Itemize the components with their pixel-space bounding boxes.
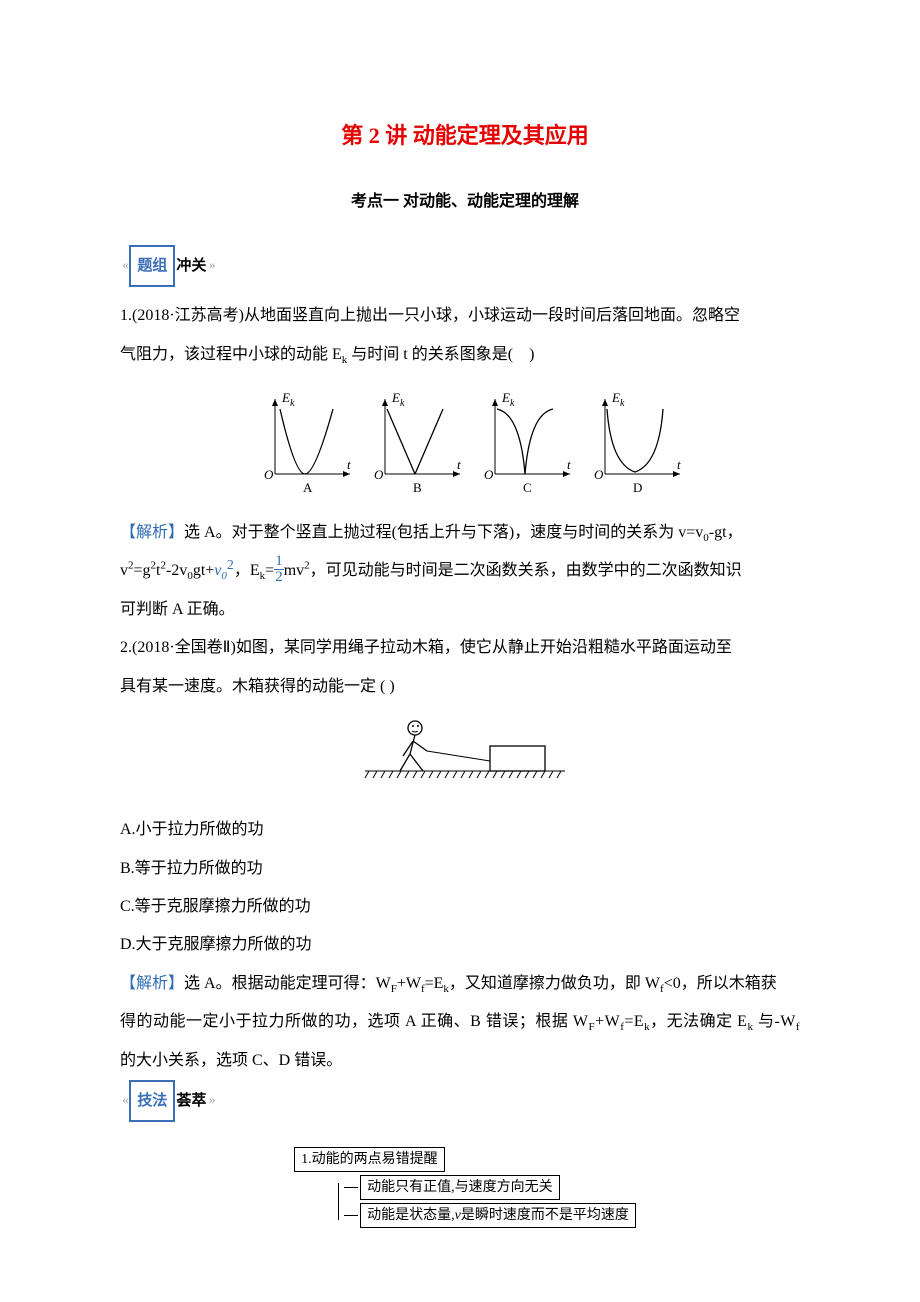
stick-figure-pulling-box	[355, 716, 575, 786]
svg-text:t: t	[457, 457, 461, 472]
q2-solution-line3: 的大小关系，选项 C、D 错误。	[120, 1042, 810, 1080]
q1-solution-line1: 【解析】选 A。对于整个竖直上抛过程(包括上升与下落)，速度与时间的关系为 v=…	[120, 514, 810, 552]
svg-text:t: t	[567, 457, 571, 472]
svg-text:k: k	[290, 398, 295, 409]
svg-text:O: O	[374, 467, 384, 482]
tag-suffix-huicui: 荟萃	[176, 1083, 206, 1119]
svg-text:t: t	[347, 457, 351, 472]
section-tag-jifa: ‹‹ 技法 荟萃 ››	[120, 1080, 216, 1122]
q2-figure	[120, 716, 810, 801]
q2-stem-line1: 2.(2018·全国卷Ⅱ)如图，某同学用绳子拉动木箱，使它从静止开始沿粗糙水平路…	[120, 629, 810, 667]
brace-child-2: 动能是状态量,v是瞬时速度而不是平均速度	[360, 1203, 636, 1228]
angles-left-icon: ‹‹	[122, 1084, 127, 1118]
q2-option-a: A.小于拉力所做的功	[120, 811, 810, 849]
svg-text:E: E	[281, 390, 290, 405]
svg-text:O: O	[484, 467, 494, 482]
q2-stem-line2: 具有某一速度。木箱获得的动能一定 ( )	[120, 668, 810, 706]
tag-box-tizu: 题组	[129, 245, 175, 287]
svg-text:B: B	[413, 480, 422, 495]
angles-left-icon: ‹‹	[122, 249, 127, 283]
topic-subtitle: 考点一 对动能、动能定理的理解	[120, 183, 810, 221]
brace-diagram: 1.动能的两点易错提醒 动能只有正值,与速度方向无关 动能是状态量,v是瞬时速度…	[120, 1140, 810, 1228]
tag-box-jifa: 技法	[129, 1080, 175, 1122]
q1-graphs-row: O Ek t A O Ek t B	[120, 384, 810, 504]
angles-right-icon: ››	[208, 1084, 213, 1118]
q1-stem-line2: 气阻力，该过程中小球的动能 Ek 与时间 t 的关系图象是( )	[120, 336, 810, 374]
angles-right-icon: ››	[208, 249, 213, 283]
brace-title: 1.动能的两点易错提醒	[294, 1147, 445, 1172]
q2-solution-line1: 【解析】选 A。根据动能定理可得：WF+Wf=Ek，又知道摩擦力做负功，即 Wf…	[120, 965, 810, 1003]
q1-stem-line1: 1.(2018·江苏高考)从地面竖直向上抛出一只小球，小球运动一段时间后落回地面…	[120, 297, 810, 335]
q2-option-d: D.大于克服摩擦力所做的功	[120, 926, 810, 964]
tag-suffix-chongguan: 冲关	[176, 248, 206, 284]
svg-text:E: E	[501, 390, 510, 405]
solution-label: 【解析】	[120, 524, 184, 541]
svg-text:O: O	[264, 467, 274, 482]
q2-solution-line2: 得的动能一定小于拉力所做的功，选项 A 正确、B 错误；根据 WF+Wf=Ek，…	[120, 1003, 810, 1041]
svg-text:O: O	[594, 467, 604, 482]
svg-text:k: k	[400, 398, 405, 409]
svg-text:D: D	[633, 480, 642, 495]
svg-text:E: E	[391, 390, 400, 405]
svg-text:k: k	[620, 398, 625, 409]
fraction-half: 12	[274, 554, 284, 585]
ek-t-graphs: O Ek t A O Ek t B	[245, 384, 685, 504]
q1-solution-line3: 可判断 A 正确。	[120, 591, 810, 629]
q2-option-c: C.等于克服摩擦力所做的功	[120, 888, 810, 926]
q2-option-b: B.等于拉力所做的功	[120, 850, 810, 888]
solution-label: 【解析】	[120, 975, 184, 992]
svg-text:C: C	[523, 480, 532, 495]
svg-text:E: E	[611, 390, 620, 405]
brace-child-1: 动能只有正值,与速度方向无关	[360, 1175, 560, 1200]
brace-connector	[334, 1175, 344, 1228]
section-tag-tizu: ‹‹ 题组 冲关 ››	[120, 245, 216, 287]
q1-solution-line2: v2=g2t2-2v0gt+v02，Ek=12mv2，可见动能与时间是二次函数关…	[120, 552, 810, 590]
svg-text:A: A	[303, 480, 313, 495]
svg-text:k: k	[510, 398, 515, 409]
lecture-title: 第 2 讲 动能定理及其应用	[120, 110, 810, 163]
svg-text:t: t	[677, 457, 681, 472]
